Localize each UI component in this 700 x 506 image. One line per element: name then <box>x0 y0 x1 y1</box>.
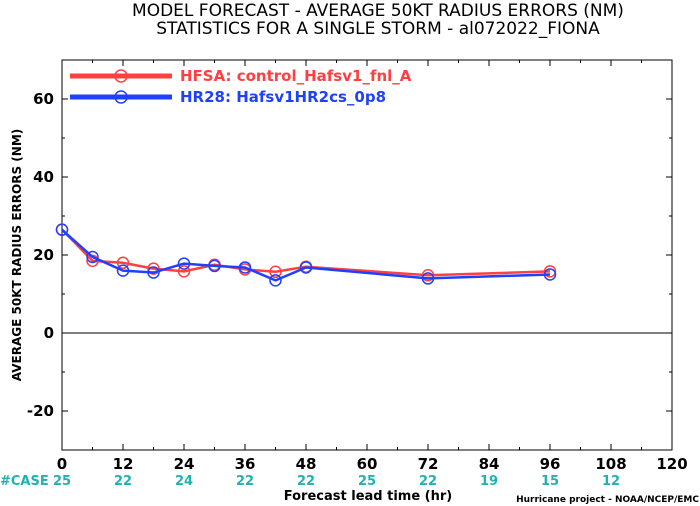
series-2-point <box>543 268 557 281</box>
case-count: 25 <box>53 474 71 489</box>
plot-frame <box>61 59 673 451</box>
chart-title-line2: STATISTICS FOR A SINGLE STORM - al072022… <box>156 19 600 39</box>
series-1-point <box>116 256 130 270</box>
x-tick-label: 0 <box>57 455 67 473</box>
series-line-2 <box>61 228 551 282</box>
series-1-point <box>421 269 435 282</box>
series-2-point <box>269 274 282 287</box>
x-tick-label: 36 <box>235 455 256 473</box>
case-count: 22 <box>114 474 132 489</box>
chart-title-line1: MODEL FORECAST - AVERAGE 50KT RADIUS ERR… <box>132 1 624 21</box>
x-tick-label: 24 <box>174 455 195 473</box>
series-1-point <box>177 265 191 278</box>
y-tick-label: 20 <box>33 246 54 264</box>
series-1-point <box>269 265 282 279</box>
case-count: 15 <box>541 474 559 489</box>
y-tick-label: 0 <box>44 324 54 342</box>
series-2-point <box>55 223 69 236</box>
y-axis-label: AVERAGE 50KT RADIUS ERRORS (NM) <box>10 129 24 381</box>
case-label: #CASE <box>0 474 49 489</box>
case-count: 25 <box>358 474 376 489</box>
credit-text: Hurricane project - NOAA/NCEP/EMC <box>516 495 699 505</box>
series-2-point <box>208 259 221 273</box>
case-count: 12 <box>602 474 620 489</box>
series-2-point <box>177 257 191 270</box>
case-count: 24 <box>175 474 193 489</box>
series-1-point <box>147 262 160 275</box>
x-tick-label: 120 <box>656 455 687 473</box>
x-tick-label: 48 <box>296 455 317 473</box>
y-tick-label: -20 <box>27 402 54 420</box>
series-2-point <box>147 266 160 279</box>
y-tick-label: 40 <box>33 168 54 186</box>
case-count: 19 <box>480 474 498 489</box>
x-tick-label: 12 <box>113 455 134 473</box>
series-1-point <box>543 265 557 278</box>
case-count: 22 <box>297 474 315 489</box>
x-tick-label: 84 <box>479 455 500 473</box>
x-tick-label: 60 <box>357 455 378 473</box>
legend-marker-1 <box>114 69 128 83</box>
legend-label-2: HR28: Hafsv1HR2cs_0p8 <box>180 88 386 106</box>
legend-label-1: HFSA: control_Hafsv1_fnl_A <box>180 67 412 85</box>
x-tick-label: 108 <box>595 455 626 473</box>
case-count: 22 <box>236 474 254 489</box>
x-tick-label: 72 <box>418 455 439 473</box>
legend-marker-2 <box>114 90 128 104</box>
series-2-point <box>421 272 435 285</box>
series-2-point <box>299 261 313 274</box>
case-count: 22 <box>419 474 437 489</box>
y-tick-label: 60 <box>33 90 54 108</box>
series-2-point <box>116 264 130 277</box>
series-2-point <box>238 261 252 274</box>
series-2-point <box>86 250 99 264</box>
x-axis-label: Forecast lead time (hr) <box>284 489 452 504</box>
x-tick-label: 96 <box>540 455 561 473</box>
